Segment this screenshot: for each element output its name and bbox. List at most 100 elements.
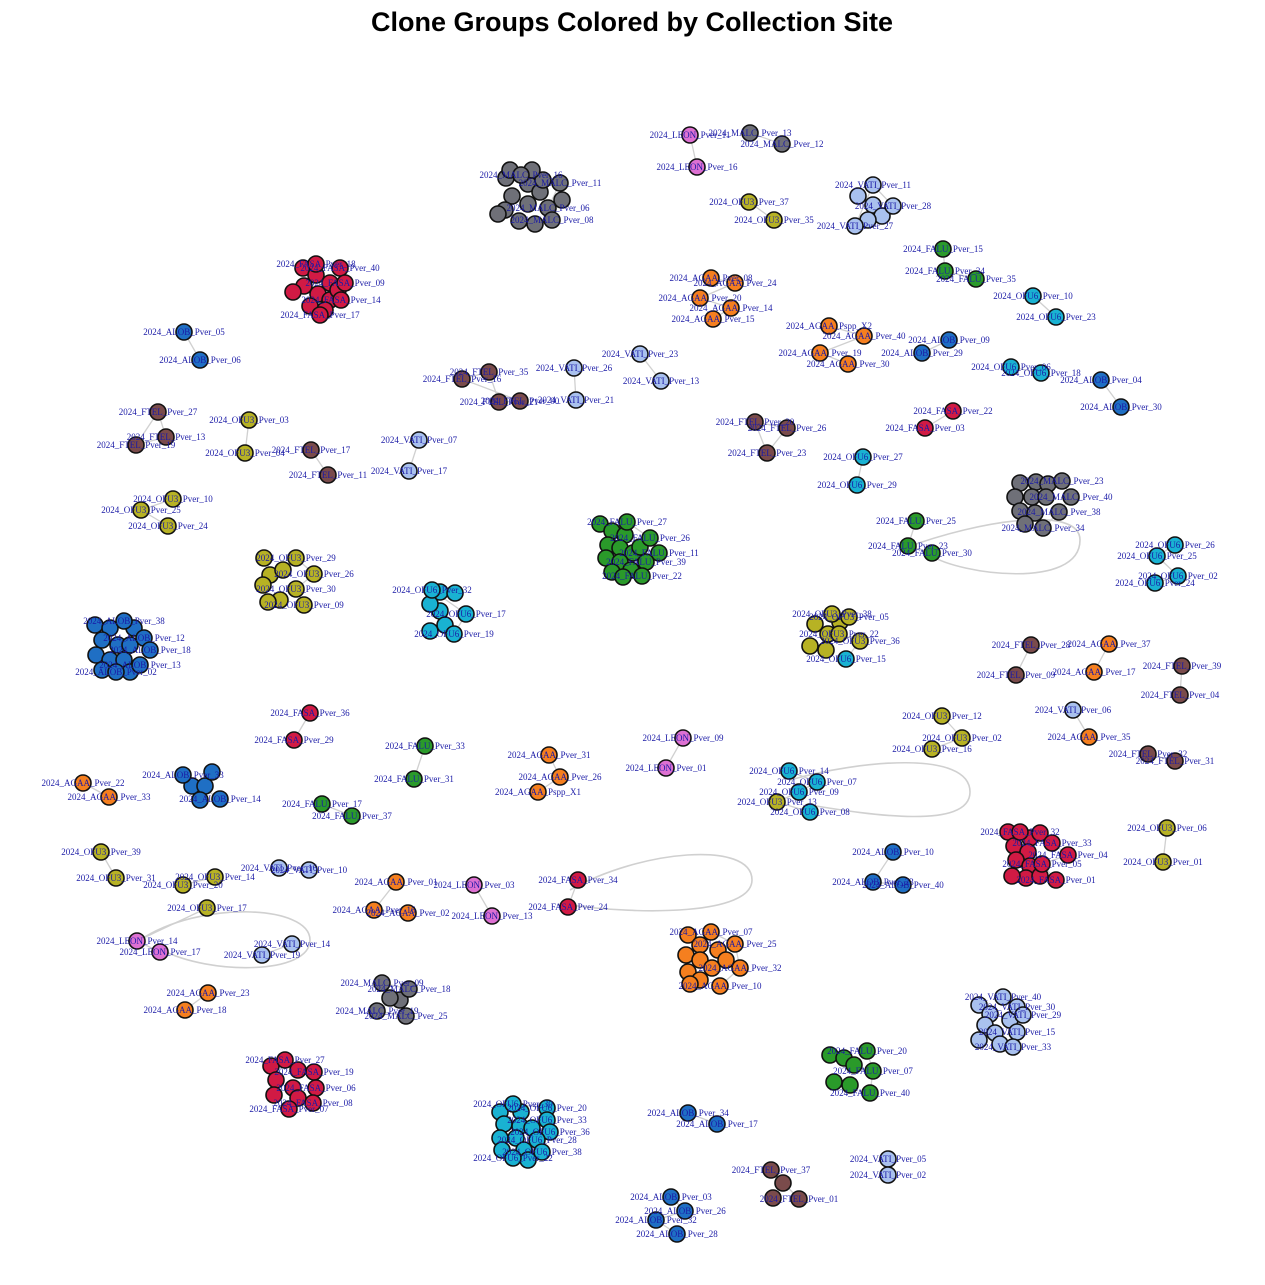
cluster-node	[489, 205, 507, 223]
node-n151	[512, 166, 530, 184]
cluster-node	[254, 576, 272, 594]
node-label: 2024_OFU6_Pver_27	[823, 452, 903, 462]
node-n76	[837, 650, 855, 668]
cluster-node	[1026, 504, 1044, 522]
node-n51	[746, 413, 764, 431]
node-n160	[1062, 488, 1080, 506]
node-n34	[511, 392, 529, 410]
cluster-node	[101, 619, 119, 637]
node-n102	[211, 790, 229, 808]
node-n80	[1085, 663, 1103, 681]
node-label: 2024_MALC_Pver_18	[368, 984, 451, 994]
node-label: 2024_FASA_Pver_34	[538, 875, 618, 885]
node-label: 2024_MALC_Pver_08	[511, 215, 594, 225]
node-n79	[1100, 635, 1118, 653]
node-n164	[641, 529, 659, 547]
node-label: 2024_AGAA_Pver_31	[508, 750, 591, 760]
node-label: 2024_LEON_Pver_17	[120, 947, 201, 957]
node-n59	[907, 512, 925, 530]
node-label: 2024_OFU3_Pver_13	[737, 797, 817, 807]
node-n44	[127, 436, 145, 454]
cluster-node	[255, 549, 273, 567]
node-label: 2024_VATI_Pver_15	[979, 1027, 1056, 1037]
node-label: 2024_ALOB_Pver_32	[615, 1215, 697, 1225]
node-n110	[1158, 819, 1176, 837]
node-n6	[765, 211, 783, 229]
node-label: 2024_VATI_Pver_29	[985, 1010, 1062, 1020]
cluster-node	[806, 615, 824, 633]
node-label: 2024_AGAA_Pver_30	[807, 359, 890, 369]
node-n11	[936, 262, 954, 280]
cluster-node	[1031, 824, 1049, 842]
node-n181	[711, 977, 729, 995]
node-label: 2024_FALU_Pver_33	[385, 741, 465, 751]
node-n199	[307, 255, 325, 273]
node-n128	[128, 932, 146, 950]
node-label: 2024_FALU_Pver_22	[602, 571, 682, 581]
node-n142	[762, 1161, 780, 1179]
node-n56	[164, 490, 182, 508]
node-n124	[884, 843, 902, 861]
node-label: 2024_OFU3_Pver_06	[1127, 823, 1207, 833]
cluster-node	[1003, 867, 1021, 885]
node-label: 2024_AGAA_Pver_17	[1053, 667, 1136, 677]
node-label: 2024_VATI_Pver_28	[855, 201, 932, 211]
node-label: 2024_OFU3_Pver_17	[167, 903, 247, 913]
node-label: 2024_FASA_Pver_22	[913, 406, 992, 416]
node-n130	[283, 935, 301, 953]
node-n182	[994, 988, 1012, 1006]
node-label: 2024_MALC_Pver_40	[1030, 492, 1113, 502]
node-n35	[490, 393, 508, 411]
node-n4	[688, 158, 706, 176]
node-label: 2024_FALU_Pver_20	[827, 1046, 907, 1056]
node-label: 2024_FTEL_Pver_19	[97, 440, 176, 450]
node-n138	[679, 1104, 697, 1122]
node-label: 2024_OFU3_Pver_02	[922, 733, 1002, 743]
node-label: 2024_FALU_Pver_07	[833, 1066, 913, 1076]
cluster-node	[717, 951, 735, 969]
node-label: 2024_VATI_Pver_07	[381, 435, 458, 445]
node-label: 2024_OFU6_Pver_20	[507, 1103, 587, 1113]
node-label: 2024_OFU3_Pver_39	[61, 847, 141, 857]
node-label: 2024_OFU3_Pver_16	[892, 744, 972, 754]
node-label: 2024_LEON_Pver_14	[97, 936, 178, 946]
node-label: 2024_FTEL_Pver_13	[127, 432, 206, 442]
node-label: 2024_VATI_Pver_06	[1035, 705, 1112, 715]
node-label: 2024_FALU_Pver_27	[587, 517, 667, 527]
node-n42	[149, 403, 167, 421]
node-label: 2024_AGAA_Pver_15	[672, 314, 755, 324]
node-label: 2024_MALC_Pver_23	[1021, 476, 1104, 486]
node-label: 2024_FTEL_Pver_20	[716, 417, 795, 427]
node-n45	[240, 411, 258, 429]
node-n200	[840, 608, 858, 626]
node-label: 2024_FTEL_Pver_04	[1141, 690, 1220, 700]
node-label: 2024_FTEL_Pver_23	[728, 448, 807, 458]
cluster-node	[691, 951, 709, 969]
node-n20	[820, 317, 838, 335]
node-label: 2024_FASA_Pver_07	[249, 1104, 329, 1114]
node-label: 2024_OFU3_Pver_20	[143, 880, 223, 890]
node-n9	[846, 217, 864, 235]
node-label: 2024_AGAA_Pver_26	[519, 772, 602, 782]
node-n115	[174, 876, 192, 894]
node-n48	[319, 466, 337, 484]
node-label: 2024_FASA_Pver_03	[885, 423, 965, 433]
node-label: 2024_FALU_Pver_17	[282, 799, 362, 809]
node-n37	[567, 391, 585, 409]
node-label: 2024_OFU6_Pver_19	[414, 629, 494, 639]
node-label: 2024_OFU3_Pver_25	[101, 505, 181, 515]
edge-n127-n128	[136, 907, 208, 942]
node-label: 2024_FASA_Pver_01	[1016, 875, 1095, 885]
node-label: 2024_MALC_Pver_11	[519, 178, 602, 188]
node-label: 2024_VATI_Pver_02	[850, 1170, 926, 1180]
cluster-node	[526, 215, 544, 233]
cluster-node	[203, 763, 221, 781]
node-n75	[851, 632, 869, 650]
node-n119	[399, 904, 417, 922]
node-n95	[1064, 701, 1082, 719]
node-label: 2024_ALOB_Pver_17	[676, 1119, 758, 1129]
cluster-node	[265, 1086, 283, 1104]
node-label: 2024_FTEL_Pver_28	[992, 640, 1071, 650]
node-n90	[674, 729, 692, 747]
node-label: 2024_ALOB_Pver_02	[75, 667, 157, 677]
